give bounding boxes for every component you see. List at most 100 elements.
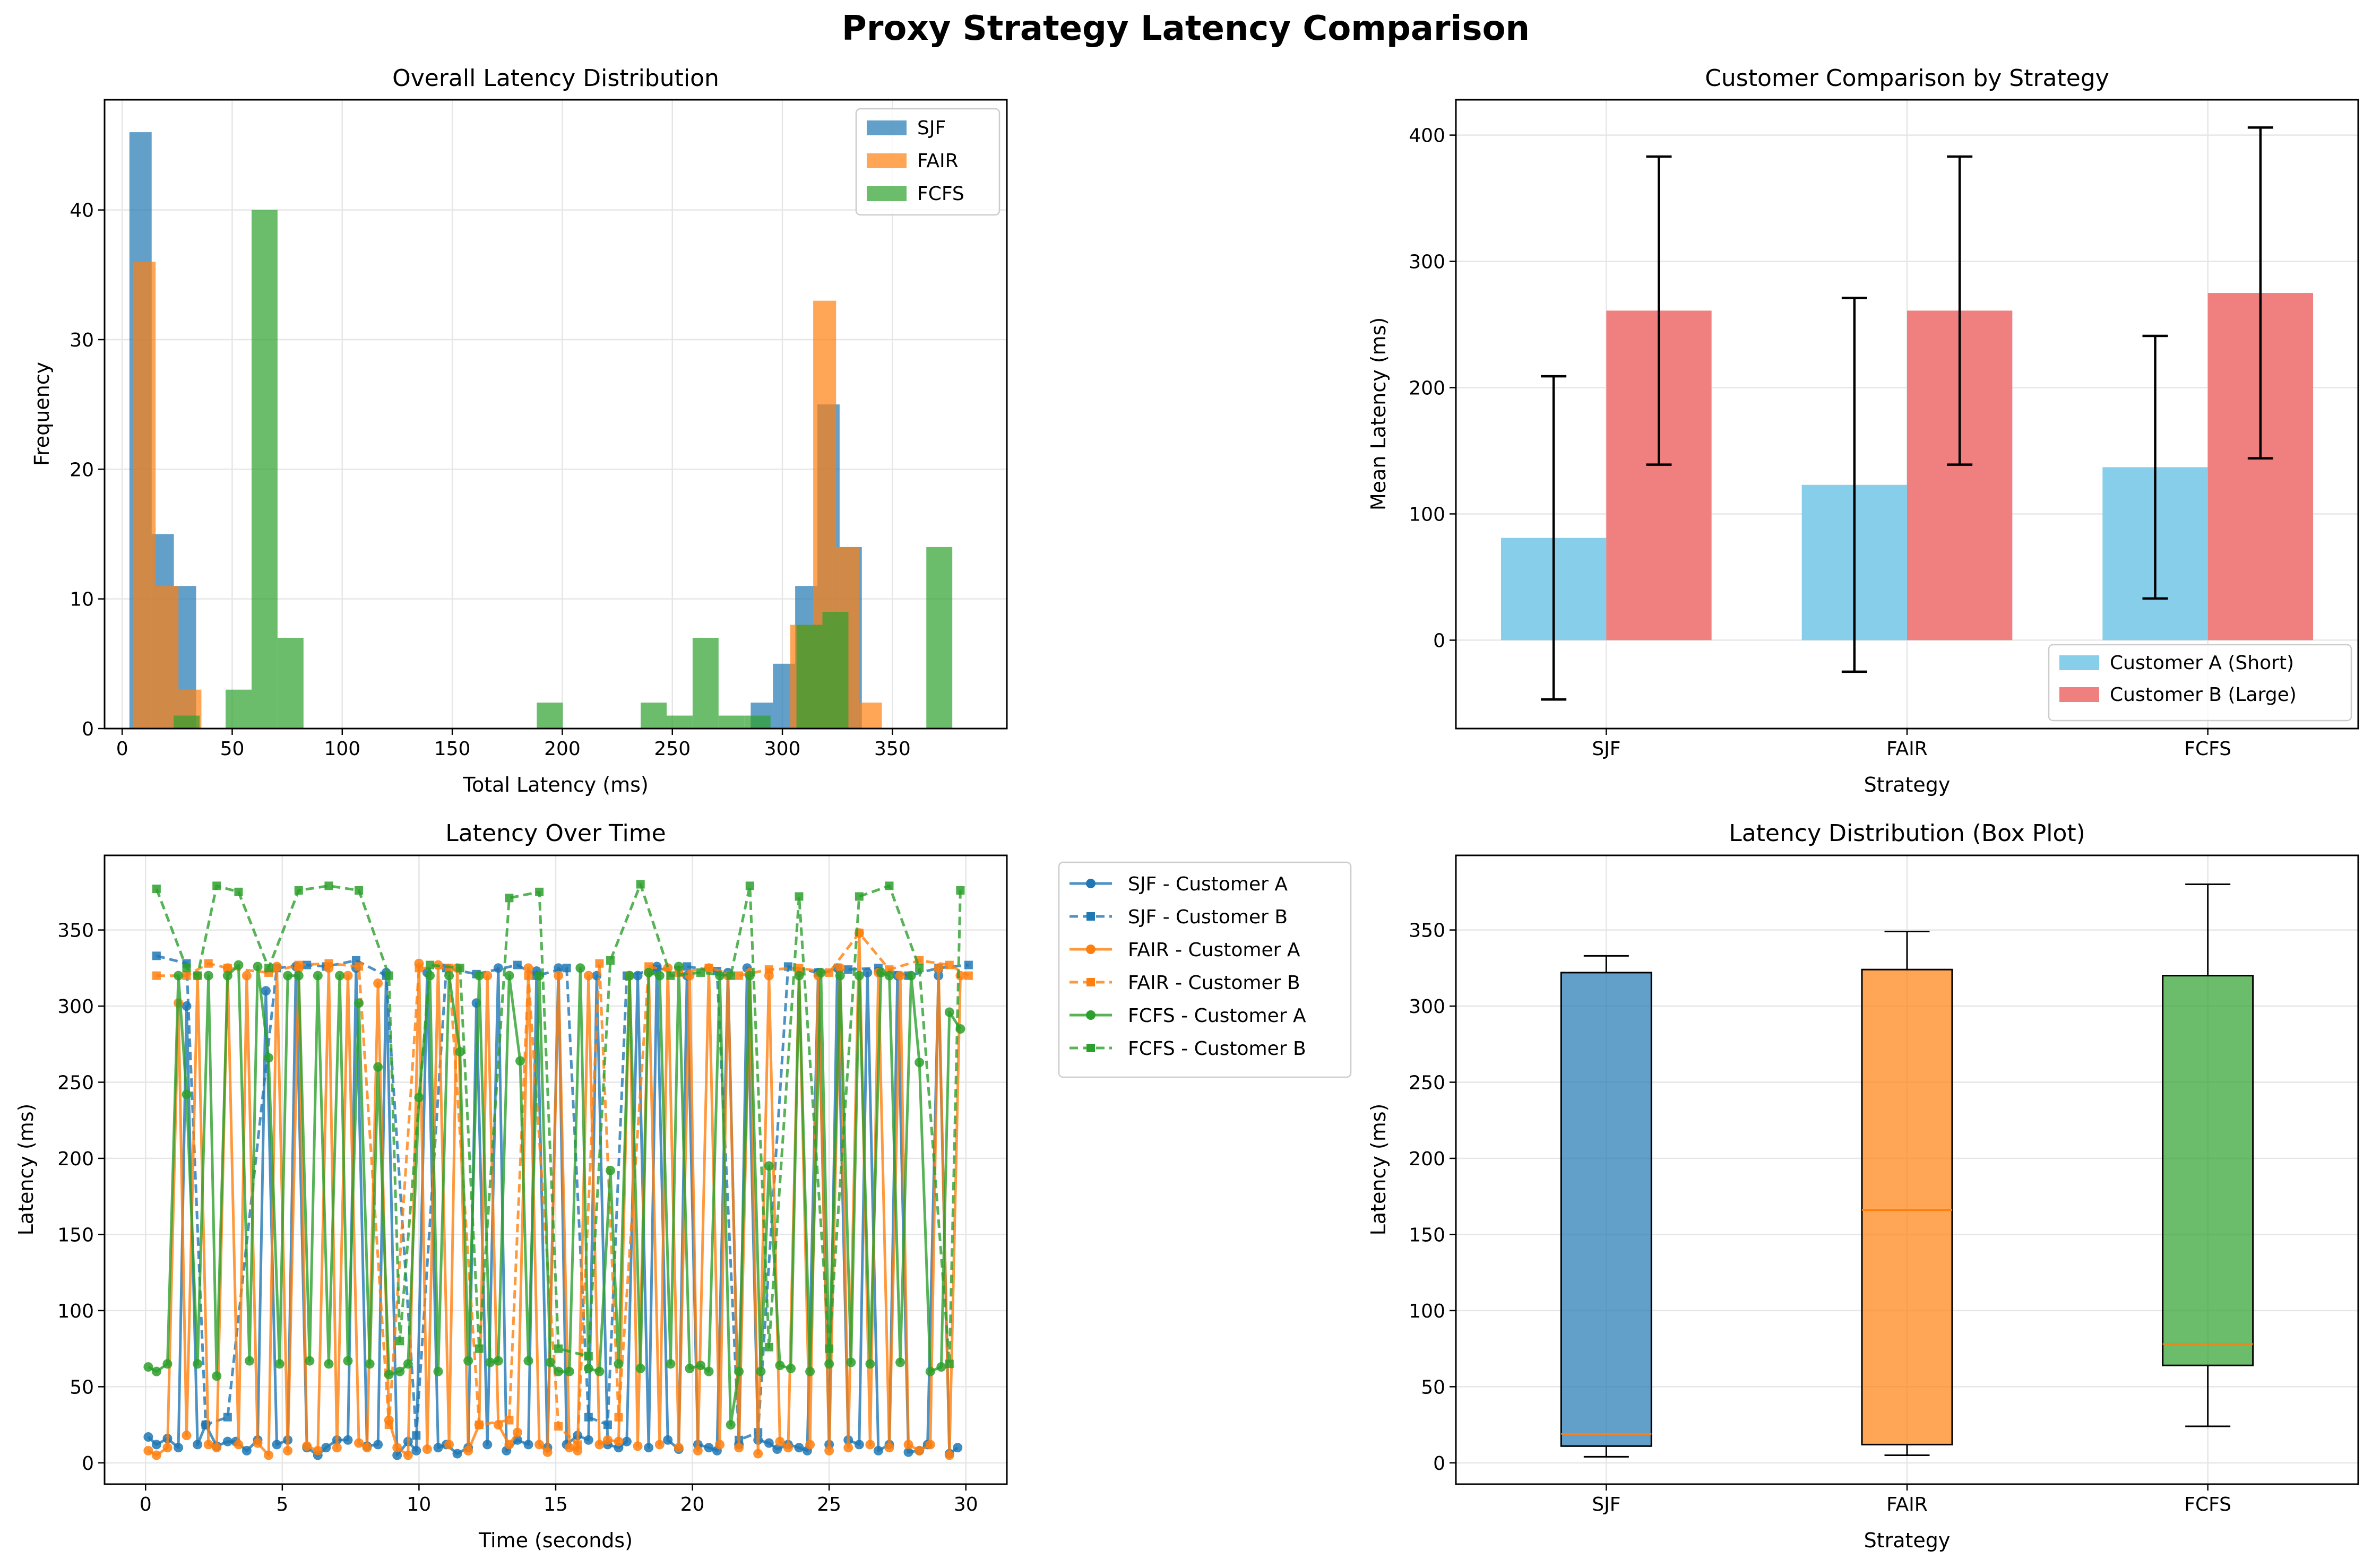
data-point-fair-customer-a bbox=[354, 1438, 364, 1448]
data-point-fcfs-customer-a bbox=[635, 1363, 645, 1373]
data-point-fcfs-customer-b bbox=[212, 881, 221, 890]
data-point-sjf-customer-a bbox=[174, 1443, 184, 1453]
data-point-fcfs-customer-a bbox=[203, 971, 213, 981]
data-point-sjf-customer-a bbox=[953, 1443, 963, 1453]
data-point-fair-customer-a bbox=[564, 1443, 574, 1453]
data-point-fcfs-customer-b bbox=[945, 1359, 954, 1368]
data-point-fair-customer-a bbox=[895, 971, 905, 981]
data-point-fcfs-customer-b bbox=[554, 1344, 563, 1353]
data-point-sjf-customer-a bbox=[182, 1001, 192, 1011]
histogram-bar-fair bbox=[133, 262, 156, 729]
data-point-fair-customer-b bbox=[614, 1413, 623, 1422]
boxplot-xlabel: Strategy bbox=[1864, 1529, 1951, 1552]
data-point-fair-customer-a bbox=[805, 1440, 815, 1450]
data-point-sjf-customer-a bbox=[143, 1432, 153, 1442]
data-point-fcfs-customer-a bbox=[343, 1356, 353, 1366]
histogram-bars bbox=[129, 132, 953, 729]
hist-ytick-label: 20 bbox=[70, 459, 94, 481]
hist-ytick-label: 40 bbox=[70, 200, 94, 222]
data-point-fair-customer-b bbox=[324, 959, 333, 968]
data-point-fcfs-customer-a bbox=[835, 971, 845, 981]
data-point-fcfs-customer-b bbox=[426, 960, 435, 969]
bar-ytick-label: 0 bbox=[1433, 630, 1445, 652]
data-point-fair-customer-b bbox=[415, 964, 424, 973]
data-point-fcfs-customer-b bbox=[264, 964, 273, 973]
data-point-fair-customer-a bbox=[602, 1435, 613, 1445]
data-point-fair-customer-a bbox=[715, 1440, 725, 1450]
bar-legend-swatch bbox=[2059, 655, 2099, 670]
data-point-fair-customer-a bbox=[241, 971, 252, 981]
data-point-fair-customer-a bbox=[512, 1427, 522, 1437]
boxplot-boxes bbox=[1560, 883, 2254, 1458]
histogram-legend-label: FAIR bbox=[917, 150, 959, 172]
hist-xtick-label: 100 bbox=[324, 738, 360, 760]
data-point-fair-customer-a bbox=[674, 1443, 684, 1453]
hist-ytick-label: 30 bbox=[70, 330, 94, 351]
data-point-fcfs-customer-b bbox=[855, 892, 864, 901]
data-point-fcfs-customer-b bbox=[455, 964, 464, 973]
data-point-fair-customer-b bbox=[573, 1440, 582, 1449]
data-point-sjf-customer-a bbox=[272, 1440, 282, 1450]
data-point-fcfs-customer-a bbox=[414, 1093, 424, 1103]
data-point-fcfs-customer-a bbox=[726, 1420, 736, 1430]
data-point-fair-customer-a bbox=[824, 1445, 834, 1456]
data-point-fair-customer-a bbox=[392, 1443, 402, 1453]
bar-ylabel: Mean Latency (ms) bbox=[1367, 317, 1390, 510]
histogram-bar-fair bbox=[859, 703, 882, 729]
histogram-bar-fcfs bbox=[641, 703, 667, 729]
data-point-fair-customer-a bbox=[403, 1450, 413, 1460]
data-point-fcfs-customer-a bbox=[575, 963, 585, 973]
data-point-fair-customer-b bbox=[384, 1420, 393, 1430]
data-point-fcfs-customer-a bbox=[696, 1361, 706, 1371]
data-point-fcfs-customer-a bbox=[523, 1356, 533, 1366]
data-point-fcfs-customer-a bbox=[764, 1161, 774, 1171]
data-point-fair-customer-b bbox=[204, 959, 213, 968]
timeseries-ylabel: Latency (ms) bbox=[14, 1104, 38, 1236]
data-point-fcfs-customer-b bbox=[696, 968, 705, 977]
data-point-fcfs-customer-a bbox=[564, 1366, 574, 1376]
histogram-legend-swatch bbox=[867, 153, 907, 168]
histogram-bar-fcfs bbox=[226, 689, 252, 729]
data-point-fcfs-customer-a bbox=[515, 1056, 525, 1066]
bar-xtick-label: FAIR bbox=[1886, 738, 1928, 760]
data-point-fair-customer-a bbox=[253, 1438, 263, 1448]
bar-bars bbox=[1501, 293, 2313, 640]
hist-xtick-label: 0 bbox=[116, 738, 128, 760]
timeseries-ytick-label: 0 bbox=[82, 1453, 94, 1475]
data-point-fcfs-customer-a bbox=[294, 971, 304, 981]
data-point-fair-customer-a bbox=[944, 1450, 954, 1460]
data-point-sjf-customer-b bbox=[964, 960, 973, 969]
data-point-fair-customer-a bbox=[151, 1450, 161, 1460]
data-point-fair-customer-b bbox=[554, 1422, 563, 1431]
data-point-sjf-customer-a bbox=[644, 1443, 654, 1453]
data-point-fair-customer-a bbox=[925, 1440, 935, 1450]
histogram-ylabel: Frequency bbox=[30, 362, 54, 466]
data-point-fcfs-customer-a bbox=[354, 998, 364, 1008]
timeseries-legend-label: FCFS - Customer B bbox=[1128, 1038, 1306, 1060]
timeseries-xtick-label: 25 bbox=[817, 1494, 841, 1515]
data-point-fcfs-customer-a bbox=[876, 967, 886, 977]
data-point-fair-customer-a bbox=[482, 971, 493, 981]
data-point-fair-customer-a bbox=[283, 1445, 293, 1456]
data-point-fcfs-customer-a bbox=[805, 1366, 815, 1376]
data-point-fair-customer-a bbox=[915, 1445, 925, 1456]
bar-ytick-label: 100 bbox=[1409, 504, 1445, 525]
data-point-fcfs-customer-a bbox=[704, 1366, 714, 1376]
data-point-fcfs-customer-a bbox=[403, 1359, 413, 1369]
data-point-fair-customer-b bbox=[595, 959, 604, 968]
data-point-fcfs-customer-a bbox=[384, 1370, 394, 1380]
histogram-bar-fcfs bbox=[251, 210, 278, 729]
data-point-fcfs-customer-b bbox=[152, 885, 161, 894]
data-point-fair-customer-a bbox=[633, 1441, 643, 1451]
histogram-legend-swatch bbox=[867, 120, 907, 135]
boxplot-ytick-label: 100 bbox=[1409, 1301, 1445, 1322]
data-point-fair-customer-a bbox=[523, 963, 533, 973]
boxplot-xtick-label: FAIR bbox=[1886, 1494, 1928, 1515]
histogram-title: Overall Latency Distribution bbox=[392, 65, 719, 92]
histogram-bar-fcfs bbox=[718, 715, 745, 729]
histogram-xlabel: Total Latency (ms) bbox=[462, 773, 649, 796]
histogram-bar-fcfs bbox=[174, 715, 200, 729]
data-point-sjf-customer-a bbox=[411, 1445, 421, 1456]
bar-legend-label: Customer B (Large) bbox=[2110, 684, 2297, 706]
